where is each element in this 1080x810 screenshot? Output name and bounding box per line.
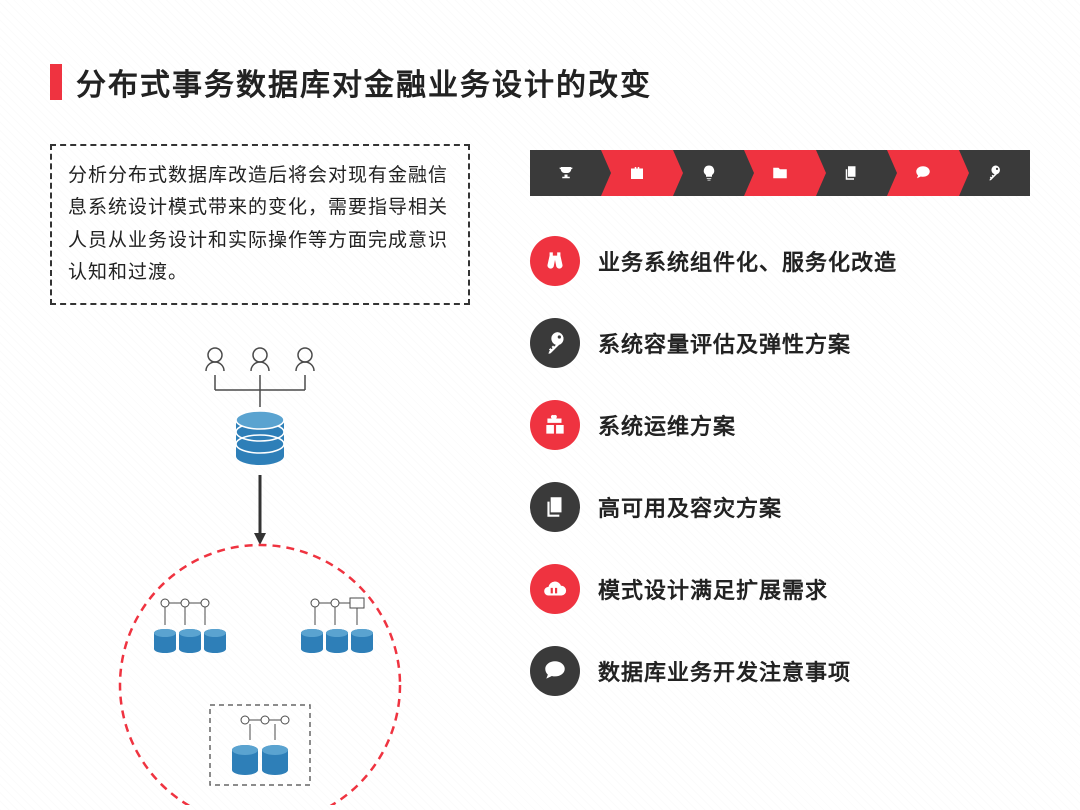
step-key [959,150,1030,196]
key-icon [530,318,580,368]
description-box: 分析分布式数据库改造后将会对现有金融信息系统设计模式带来的变化，需要指导相关人员… [50,144,470,305]
architecture-diagram [50,335,470,805]
step-copy [816,150,887,196]
step-briefcase [601,150,672,196]
title-bar: 分布式事务数据库对金融业务设计的改变 [50,60,1030,104]
step-bar [530,150,1030,196]
cluster-3 [210,705,310,785]
bullet-text: 系统容量评估及弹性方案 [598,327,851,359]
bullet-item: 系统运维方案 [530,400,1030,450]
bullet-item: 业务系统组件化、服务化改造 [530,236,1030,286]
copy-icon [530,482,580,532]
cluster-1 [154,599,226,653]
bullet-text: 数据库业务开发注意事项 [598,655,851,687]
step-chat [887,150,958,196]
top-db-icon [236,411,284,465]
bullet-text: 高可用及容灾方案 [598,491,782,523]
step-folder [744,150,815,196]
gift-icon [530,400,580,450]
bullet-text: 模式设计满足扩展需求 [598,573,828,605]
bullet-text: 系统运维方案 [598,409,736,441]
bullet-item: 模式设计满足扩展需求 [530,564,1030,614]
binoculars-icon [530,236,580,286]
cloud-icon [530,564,580,614]
step-trophy [530,150,601,196]
bullet-text: 业务系统组件化、服务化改造 [598,245,897,277]
cluster-2 [301,598,373,653]
chat-icon [530,646,580,696]
bullet-item: 数据库业务开发注意事项 [530,646,1030,696]
bullet-item: 系统容量评估及弹性方案 [530,318,1030,368]
step-bulb [673,150,744,196]
bullet-list: 业务系统组件化、服务化改造 系统容量评估及弹性方案 系统运维方案 高可用及容灾方… [530,236,1030,696]
bullet-item: 高可用及容灾方案 [530,482,1030,532]
page-title: 分布式事务数据库对金融业务设计的改变 [76,60,652,104]
title-accent [50,64,62,100]
